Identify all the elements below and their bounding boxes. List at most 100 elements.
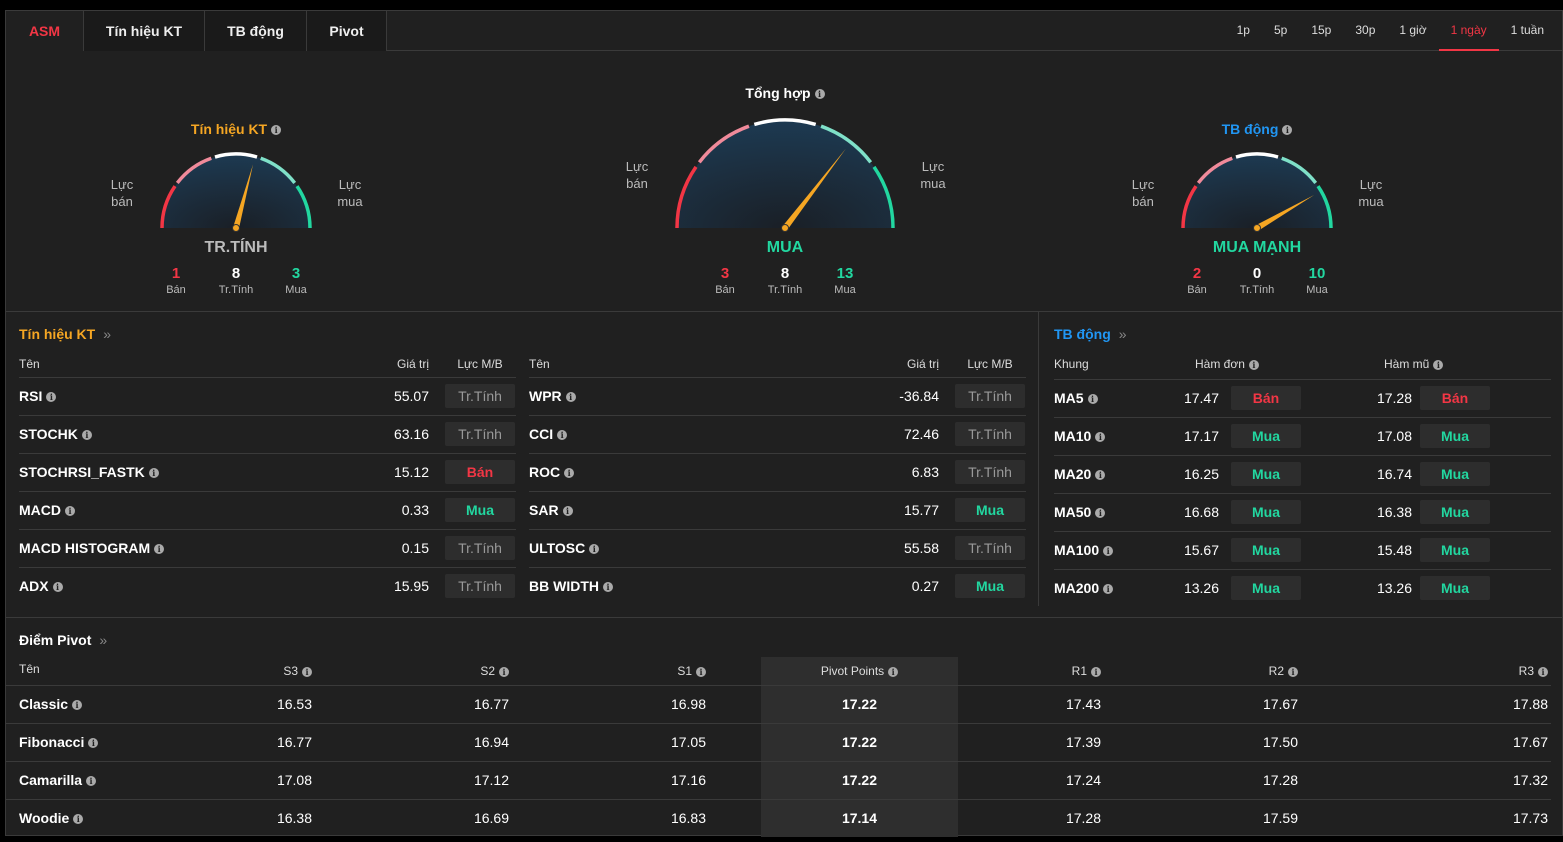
timeframe-option[interactable]: 1 ngày [1438, 11, 1499, 51]
sma-signal-badge: Mua [1231, 538, 1301, 562]
indicator-name: STOCHRSI_FASTK i [19, 454, 159, 490]
count-value: 3 [291, 265, 301, 282]
section-title[interactable]: Điểm Pivot » [19, 632, 107, 648]
indicator-value: 55.58 [903, 540, 939, 556]
tab-0[interactable]: ASM [6, 11, 84, 51]
count-value: 10 [1308, 265, 1326, 282]
signal-count: 8 Tr.Tính [755, 265, 815, 296]
pivot-value: 17.67 [1262, 696, 1298, 712]
info-icon[interactable]: i [499, 666, 509, 677]
info-icon[interactable]: i [565, 392, 576, 403]
col-header: R2 i [1198, 664, 1298, 678]
gauge-face [677, 120, 893, 228]
signal-count: 2 Bán [1167, 265, 1227, 296]
gauge-face [1183, 154, 1331, 228]
gauge-dial [1181, 152, 1333, 232]
count-value: 8 [780, 265, 790, 282]
info-icon[interactable]: i [1095, 508, 1106, 519]
info-icon[interactable]: i [81, 430, 92, 441]
info-icon[interactable]: i [154, 544, 165, 555]
info-icon[interactable]: i [88, 738, 99, 749]
table-row: MA5 i 17.47 Bán 17.28 Bán [1054, 379, 1551, 417]
info-icon[interactable]: i [46, 392, 57, 403]
info-icon[interactable]: i [1103, 546, 1114, 557]
info-icon[interactable]: i [1538, 666, 1548, 677]
zone-strong-buy [872, 165, 895, 229]
col-header: Giá trị [396, 357, 429, 371]
info-icon[interactable]: i [302, 666, 312, 677]
info-icon[interactable]: i [1095, 470, 1106, 481]
info-icon[interactable]: i [589, 544, 600, 555]
info-icon[interactable]: i [603, 582, 613, 593]
info-icon[interactable]: i [73, 814, 84, 825]
indicator-name-text: WPR [529, 388, 562, 404]
info-icon[interactable]: i [696, 666, 706, 677]
indicator-value: 0.33 [401, 502, 429, 518]
chevron-double-right-icon: » [1118, 326, 1127, 342]
timeframe-option[interactable]: 15p [1311, 23, 1332, 37]
zone-sell [175, 156, 212, 185]
info-icon[interactable]: i [271, 125, 282, 136]
pivot-method: Classic i [19, 686, 83, 722]
sell-force-label: Lực bán [625, 159, 649, 191]
gauge-dial [675, 118, 895, 232]
col-header: Lực M/B [457, 357, 503, 371]
info-icon[interactable]: i [1095, 432, 1106, 443]
info-icon[interactable]: i [564, 468, 575, 479]
info-icon[interactable]: i [52, 582, 63, 593]
info-icon[interactable]: i [888, 666, 899, 677]
timeframe-option[interactable]: 1p [1236, 23, 1250, 37]
signal-badge: Mua [955, 498, 1025, 522]
pivot-value: 16.69 [473, 810, 509, 826]
info-icon[interactable]: i [148, 468, 159, 479]
gauge-title-text: Tín hiệu KT [190, 121, 268, 137]
zone-neutral [1235, 152, 1279, 159]
indicator-value: 0.15 [401, 540, 429, 556]
col-header-text: Pivot Points [820, 664, 885, 678]
info-icon[interactable]: i [1091, 666, 1101, 677]
pivot-value: 17.24 [1065, 772, 1101, 788]
col-header-text: S1 [677, 664, 692, 678]
timeframe-option[interactable]: 1 giờ [1399, 23, 1427, 37]
divider [1038, 311, 1039, 606]
timeframe-option[interactable]: 30p [1355, 23, 1376, 37]
pivot-method-text: Camarilla [19, 772, 83, 788]
info-icon[interactable]: i [72, 700, 83, 711]
info-icon[interactable]: i [86, 776, 97, 787]
signal-count: 13 Mua [815, 265, 875, 296]
pivot-value: 17.59 [1262, 810, 1298, 826]
timeframe-option[interactable]: 1 tuần [1510, 23, 1544, 37]
info-icon[interactable]: i [557, 430, 568, 441]
indicator-name: WPR i [529, 378, 576, 414]
info-icon[interactable]: i [1103, 584, 1114, 595]
info-icon[interactable]: i [1433, 359, 1444, 370]
count-label: Tr.Tính [767, 284, 803, 296]
zone-buy [820, 124, 873, 164]
info-icon[interactable]: i [1087, 394, 1098, 405]
tab-1[interactable]: Tín hiệu KT [84, 11, 205, 51]
section-title[interactable]: Tín hiệu KT » [19, 326, 111, 342]
info-icon[interactable]: i [1282, 125, 1293, 136]
info-icon[interactable]: i [1288, 666, 1298, 677]
ema-value: 15.48 [1376, 542, 1412, 558]
table-row: MA100 i 15.67 Mua 15.48 Mua [1054, 531, 1551, 569]
pivot-value: 17.67 [1512, 734, 1548, 750]
section-title[interactable]: TB động » [1054, 326, 1127, 342]
table-row: STOCHK i 63.16 Tr.Tính [19, 415, 516, 453]
info-icon[interactable]: i [1248, 359, 1259, 370]
col-header-text: R1 [1071, 664, 1087, 678]
count-value: 2 [1192, 265, 1202, 282]
info-icon[interactable]: i [814, 89, 825, 100]
timeframe-option[interactable]: 5p [1273, 23, 1288, 37]
tab-2[interactable]: TB động [205, 11, 307, 51]
table-row: MA20 i 16.25 Mua 16.74 Mua [1054, 455, 1551, 493]
info-icon[interactable]: i [562, 506, 573, 517]
tab-3[interactable]: Pivot [307, 11, 387, 51]
info-icon[interactable]: i [65, 506, 75, 517]
sell-force-label: Lực bán [110, 177, 134, 209]
pivot-value: 17.43 [1065, 696, 1101, 712]
pivot-value: 17.16 [670, 772, 706, 788]
indicator-value: 15.95 [393, 578, 429, 594]
zone-strong-sell [160, 185, 177, 229]
signal-count: 8 Tr.Tính [206, 265, 266, 296]
